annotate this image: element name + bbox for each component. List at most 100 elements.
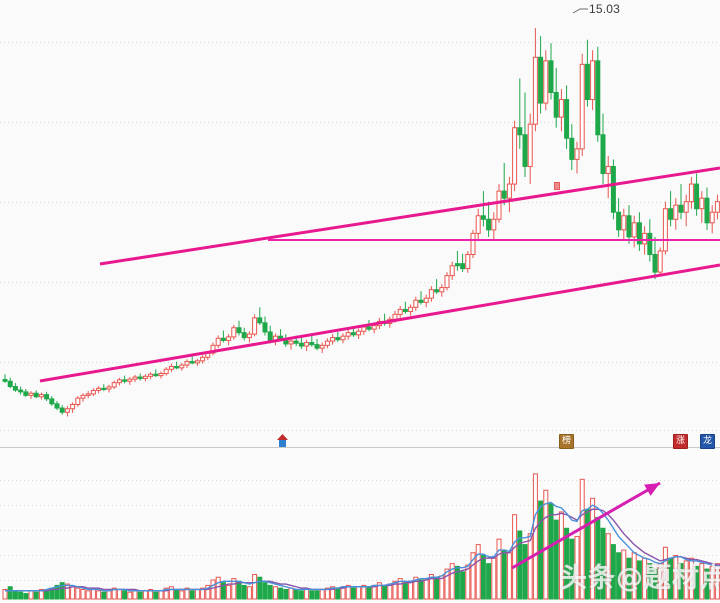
volume-bar [605, 533, 611, 600]
candle [605, 155, 611, 199]
volume-bar [163, 587, 169, 600]
candle [38, 392, 44, 400]
candle [168, 363, 174, 373]
volume-trend-arrow [511, 481, 661, 570]
candle [2, 374, 8, 384]
volume-bar [75, 587, 81, 600]
volume-bar [636, 560, 642, 600]
candle [231, 324, 237, 340]
volume-bar [38, 588, 44, 600]
candle [174, 361, 180, 370]
volume-bar [616, 552, 622, 600]
candle [127, 377, 133, 385]
volume-bar [283, 588, 289, 600]
candle [532, 28, 538, 132]
volume-bar [168, 586, 174, 600]
price-panel[interactable]: 15.03 [0, 0, 720, 448]
candle [122, 375, 128, 384]
volume-bar [569, 538, 575, 600]
candle [288, 338, 294, 350]
candle [506, 177, 512, 213]
volume-bar [54, 584, 60, 600]
candle [397, 305, 403, 318]
candle [314, 339, 320, 351]
candle [621, 208, 627, 241]
candle [189, 356, 195, 365]
volume-bar [688, 557, 694, 600]
volume-bar [2, 588, 8, 600]
marker-marker-red[interactable]: 涨 [673, 434, 688, 449]
volume-bar [418, 579, 424, 600]
volume-bar [231, 578, 237, 600]
candle [595, 46, 601, 142]
volume-panel[interactable] [0, 449, 720, 603]
candle [548, 43, 554, 100]
candle [579, 53, 585, 156]
candle [184, 359, 190, 368]
candle [335, 331, 341, 342]
candle [215, 335, 221, 349]
volume-bar [241, 584, 247, 600]
candle [28, 391, 34, 399]
candle [517, 78, 523, 149]
volume-bar [652, 568, 658, 600]
marker-marker-gold[interactable]: 榜 [559, 434, 574, 449]
volume-bar [267, 584, 273, 600]
candle [7, 377, 13, 389]
volume-bar [257, 576, 263, 600]
candle [543, 50, 549, 111]
candle [668, 191, 674, 227]
candle [70, 402, 76, 413]
volume-bar [309, 590, 315, 600]
candle [158, 371, 164, 379]
candle [413, 296, 419, 311]
volume-bar [480, 554, 486, 600]
volume-bar [413, 576, 419, 600]
volume-bar [220, 582, 226, 600]
volume-bar [392, 580, 398, 600]
volume-bar [673, 554, 679, 600]
volume-bar [543, 489, 549, 600]
candle [252, 314, 258, 337]
volume-bar [179, 590, 185, 600]
volume-bar [699, 563, 705, 600]
candle [600, 113, 606, 185]
marker-marker-arrow-up[interactable] [277, 434, 288, 447]
price-gridline-1 [0, 122, 720, 123]
candle [340, 333, 346, 344]
volume-bar [444, 568, 450, 600]
volume-bar [215, 576, 221, 600]
volume-bar [85, 590, 91, 600]
candle [200, 355, 206, 364]
volume-bar [470, 552, 476, 600]
candle [324, 338, 330, 349]
candle [137, 373, 143, 381]
candle [616, 198, 622, 237]
candle [631, 215, 637, 248]
volume-bar [449, 563, 455, 600]
candle [262, 316, 268, 336]
candle [486, 201, 492, 237]
trend-arrow-shaft [511, 481, 661, 570]
candle [574, 141, 580, 174]
marker-marker-blue[interactable]: 龙 [700, 434, 715, 449]
volume-bar [189, 590, 195, 600]
candle [470, 229, 476, 259]
volume-bar [330, 586, 336, 600]
candle [80, 393, 86, 402]
volume-bar [683, 560, 689, 600]
volume-bar [590, 497, 596, 600]
volume-bar [465, 564, 471, 600]
candle [491, 212, 497, 241]
candle [439, 284, 445, 297]
price-gridline-3 [0, 282, 720, 283]
volume-bar [7, 586, 13, 600]
volume-bar [122, 590, 128, 600]
volume-bar [350, 587, 356, 600]
volume-bar [553, 519, 559, 600]
candle [116, 377, 122, 386]
candle [704, 187, 710, 230]
candle [33, 390, 39, 399]
volume-bar [96, 590, 102, 600]
